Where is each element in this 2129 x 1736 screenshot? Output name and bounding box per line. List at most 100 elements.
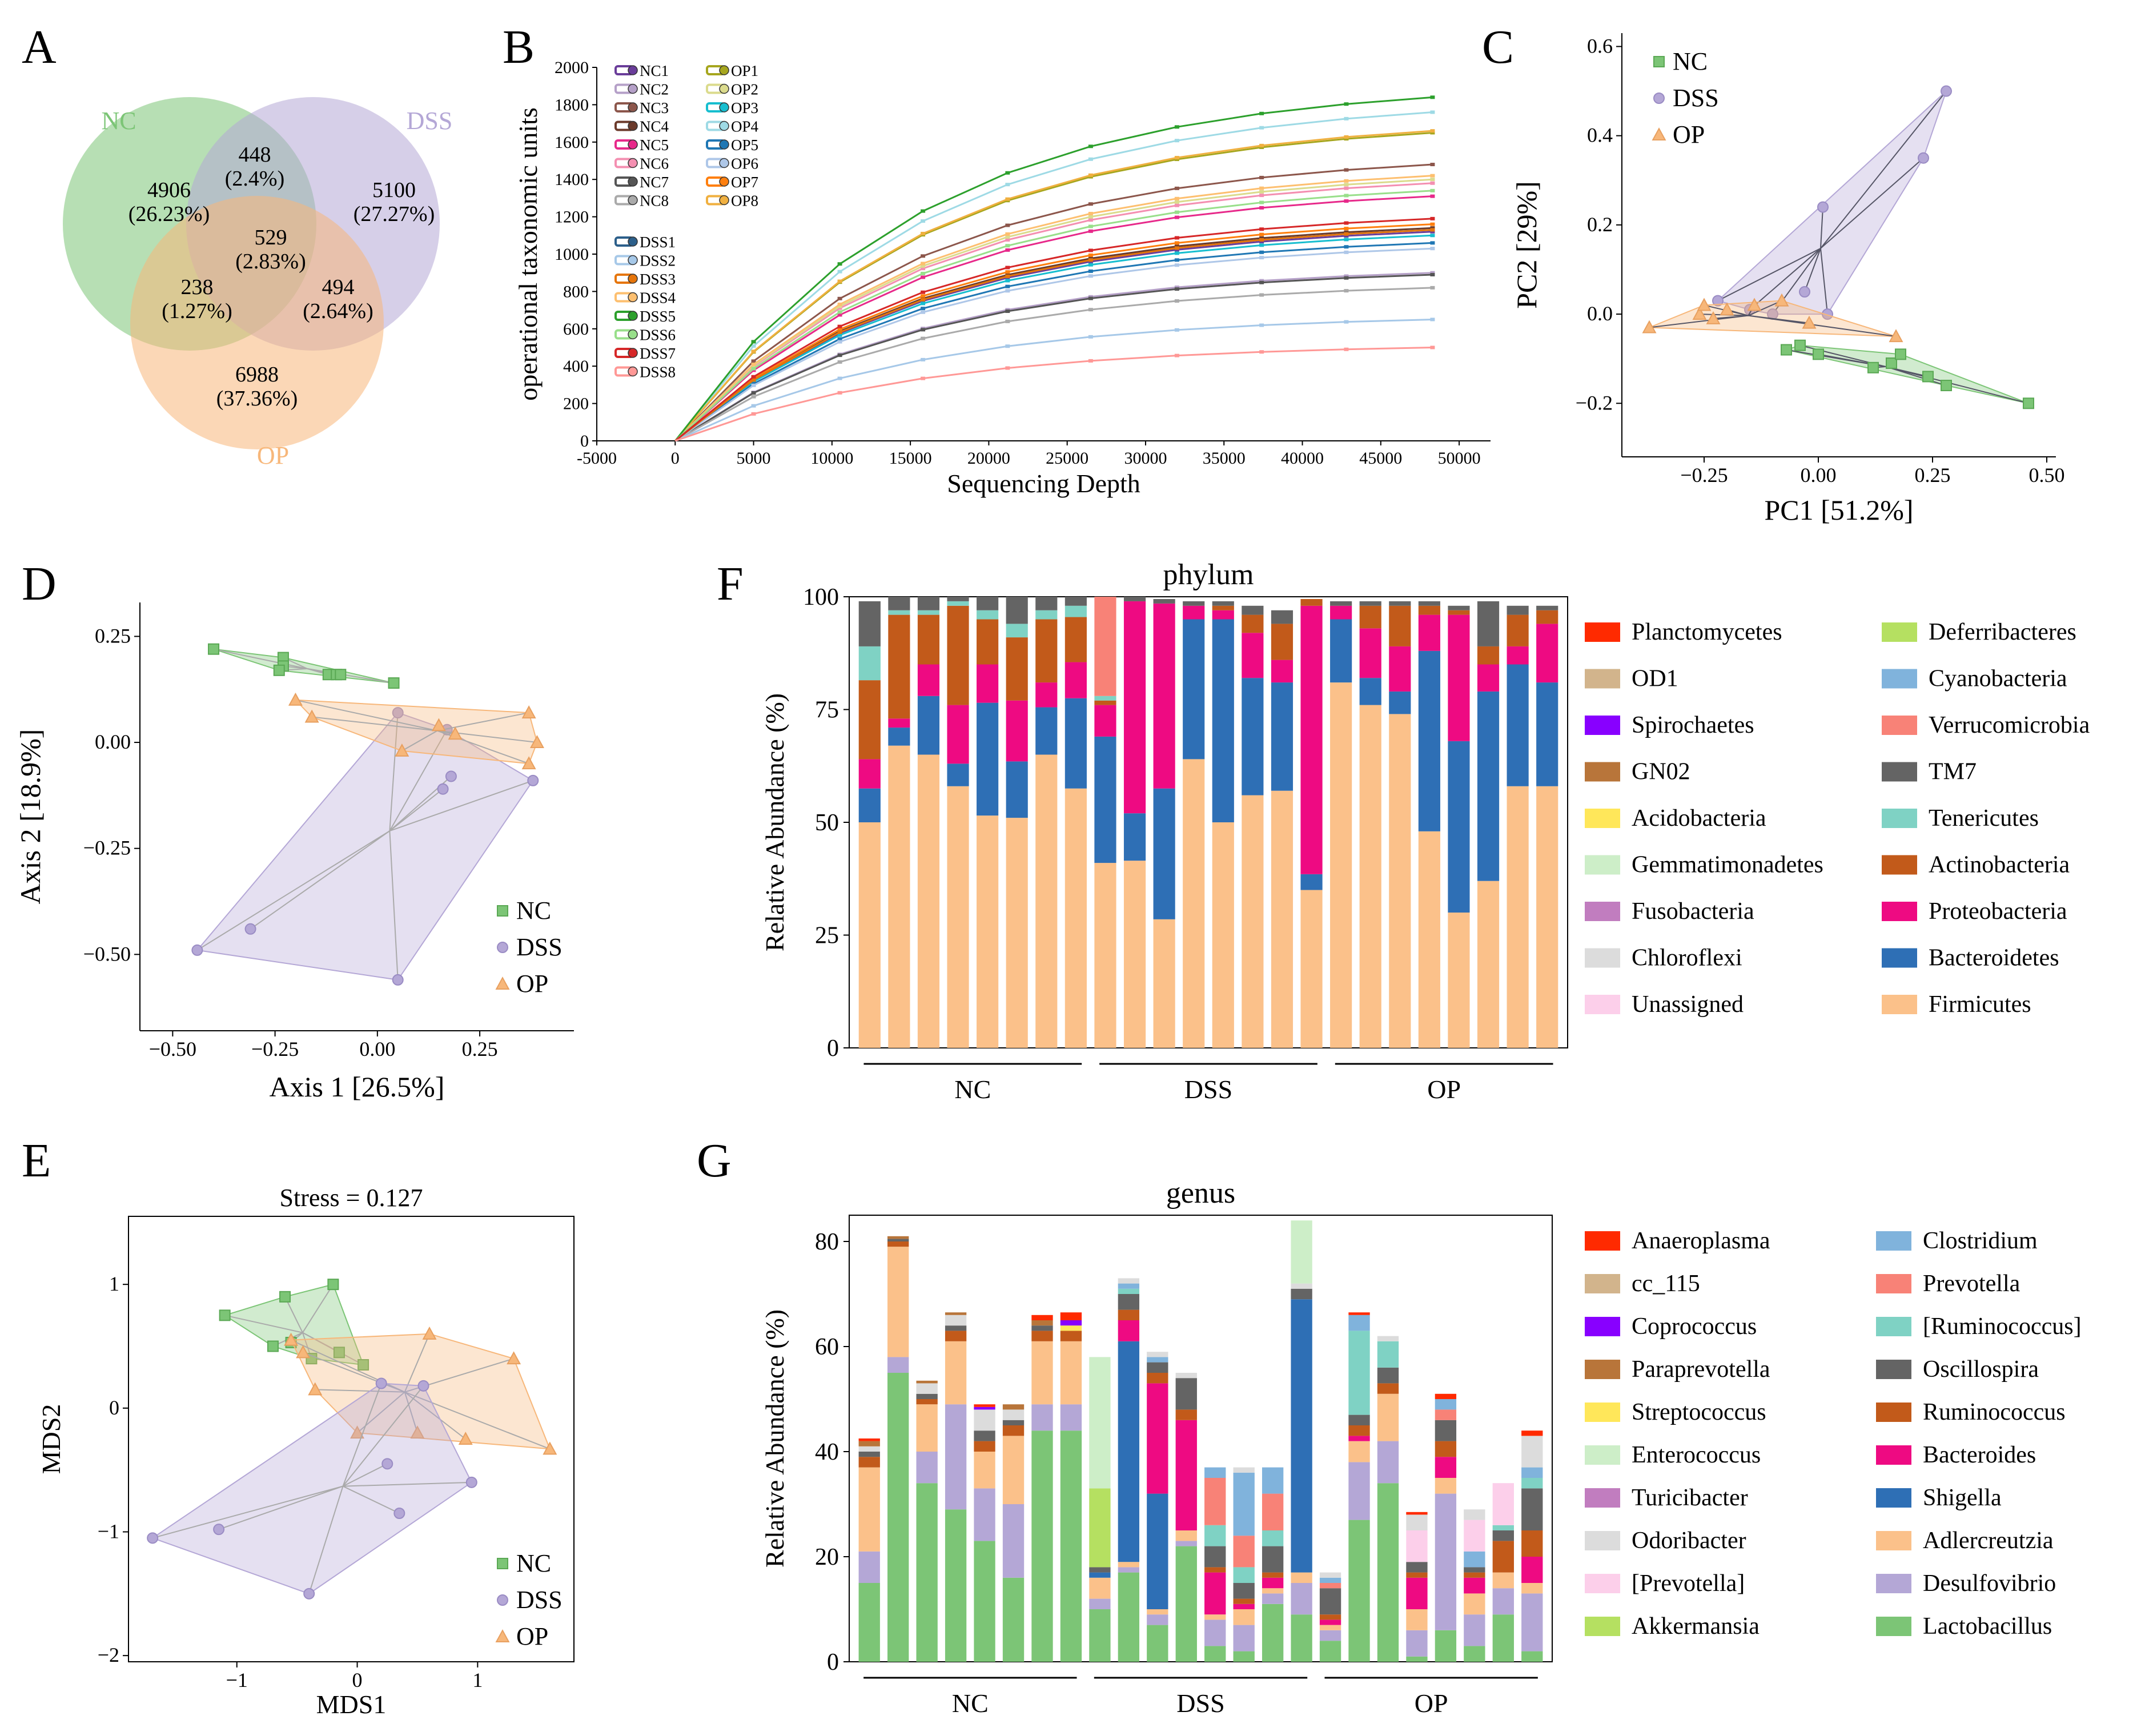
legend-swatch (1876, 1488, 1911, 1508)
bar-segment-ruminococcus (916, 1399, 938, 1405)
series-line-DSS3 (674, 228, 1433, 442)
bar-segment-bacteroides (1435, 1457, 1457, 1478)
series-point-DSS2 (1088, 335, 1093, 339)
point-nc (1867, 361, 1879, 373)
venn-percent-op_only: (37.36%) (216, 387, 298, 411)
bar-segment-proteobacteria (1006, 700, 1028, 762)
point-nc (219, 1309, 231, 1321)
series-point-DSS3 (1005, 274, 1010, 278)
bar-segment-desulfovibrio (1262, 1593, 1284, 1604)
y-tick-label: 0 (109, 1396, 119, 1419)
spoke-line-dss (1820, 248, 1828, 315)
bar-segment-lactobacillus (916, 1483, 938, 1662)
series-point-OP5 (1430, 241, 1435, 245)
bar-segment-bacteroidetes (977, 702, 999, 816)
point-dss (417, 1380, 429, 1392)
bar-segment-clostridium (1147, 1357, 1168, 1363)
series-point-OP4 (1430, 110, 1435, 114)
series-point-OP8 (837, 279, 842, 283)
series-point-OP4 (837, 270, 842, 274)
legend-marker-op (495, 1629, 510, 1642)
bar-segment-proteobacteria (1242, 633, 1264, 678)
venn-percent-dss_op: (2.64%) (303, 299, 373, 323)
venn-count-all: 529 (255, 226, 287, 250)
legend-label: Shigella (1923, 1485, 2002, 1511)
bar-segment-desulfovibrio (1118, 1567, 1140, 1573)
bar-segment-oscillospira (1406, 1562, 1428, 1573)
bar-segment-firmicutes (1153, 919, 1175, 1048)
series-point-NC1 (1344, 234, 1349, 238)
legend-label-op: OP (1673, 120, 1705, 148)
point-op (448, 726, 463, 740)
bar-segment-lactobacillus (1262, 1604, 1284, 1662)
panel-label-c: C (1482, 21, 1514, 74)
y-tick-label: 100 (803, 584, 839, 610)
bar-segment-ruminococcus (1492, 1525, 1514, 1530)
legend-dot-NC1 (628, 65, 638, 75)
series-point-DSS8 (1259, 350, 1264, 354)
y-tick-label: 1200 (555, 208, 589, 227)
point-op (521, 756, 536, 770)
series-point-OP4 (1259, 126, 1264, 130)
legend-swatch (1585, 762, 1620, 782)
legend-label-nc: NC (516, 897, 551, 925)
legend-label: cc_115 (1632, 1271, 1700, 1297)
spoke-line-op (437, 712, 529, 732)
series-point-DSS2 (1430, 318, 1435, 322)
series-point-OP6 (1005, 289, 1010, 293)
bar-segment-ruminococcus (1406, 1572, 1428, 1578)
legend-dot-NC2 (628, 83, 638, 94)
bar-segment-oscillospira (1118, 1294, 1140, 1310)
point-op (529, 735, 544, 749)
y-tick-label: 0 (827, 1035, 839, 1062)
bar-segment-tenericutes (1094, 696, 1116, 701)
legend-label-nc: NC (516, 1549, 551, 1577)
series-line-OP4 (674, 111, 1433, 441)
group-label-nc: NC (954, 1075, 991, 1104)
series-point-DSS6 (1430, 188, 1435, 192)
spoke-line-op (404, 1391, 551, 1450)
bar-segment-paraprevotella (887, 1236, 909, 1239)
legend-swatch (1882, 762, 1917, 782)
bar-segment-desulfovibrio (1089, 1598, 1111, 1609)
bar-segment-clostridium (1204, 1467, 1226, 1478)
series-point-NC5 (837, 313, 842, 317)
point-op (284, 1332, 299, 1346)
point-dss (1941, 85, 1952, 97)
bar-segment-oscillospira (1319, 1588, 1341, 1615)
legend-label-nc: NC (1673, 47, 1708, 75)
series-point-DSS7 (1174, 236, 1179, 240)
series-line-NC5 (674, 195, 1433, 442)
bar-segment-ruminococcus (1002, 1425, 1025, 1436)
series-point-NC7 (1005, 310, 1010, 314)
bar-segment-tenericutes (947, 601, 969, 606)
series-line-NC6 (674, 182, 1433, 442)
legend-label: Coprococcus (1632, 1313, 1757, 1340)
bar-segment-oscillospira (1175, 1378, 1197, 1410)
bar-segment-bacteroidetes (1507, 664, 1529, 786)
bar-segment-bacteroidetes (917, 696, 940, 755)
bar-segment-prevotella (1204, 1478, 1226, 1525)
spoke-line-op (404, 1333, 430, 1393)
series-point-OP7 (1344, 227, 1349, 231)
point-nc (2023, 397, 2034, 409)
x-tick-label: −0.50 (149, 1038, 196, 1060)
bar-segment-desulfovibrio (1291, 1583, 1312, 1615)
bar-segment-paraprevotella (858, 1441, 880, 1446)
bar-segment-lactobacillus (1118, 1572, 1140, 1662)
bar-segment-ruminococcus (1233, 1598, 1255, 1604)
series-point-NC5 (1430, 194, 1435, 198)
point-dss (375, 1377, 387, 1389)
bar-segment-desulfovibrio (1377, 1441, 1399, 1484)
bar-segment-ruminococcus (1204, 1567, 1226, 1573)
genus-bar-chart: genus 0 20 40 60 80 Relative Abundance (%) NC DS… (760, 1177, 2082, 1718)
bar-segment-actinobacteria (1271, 624, 1294, 660)
legend-label: [Ruminococcus] (1923, 1313, 2082, 1340)
bar-segment-shigella (1118, 1341, 1140, 1562)
bar-segment-lactobacillus (1464, 1646, 1485, 1662)
point-nc (1813, 348, 1824, 360)
bar-segment-lactobacillus (1060, 1430, 1082, 1662)
bar-segment-firmicutes (1330, 682, 1352, 1048)
series-point-OP2 (1174, 200, 1179, 204)
series-line-OP7 (674, 223, 1433, 442)
